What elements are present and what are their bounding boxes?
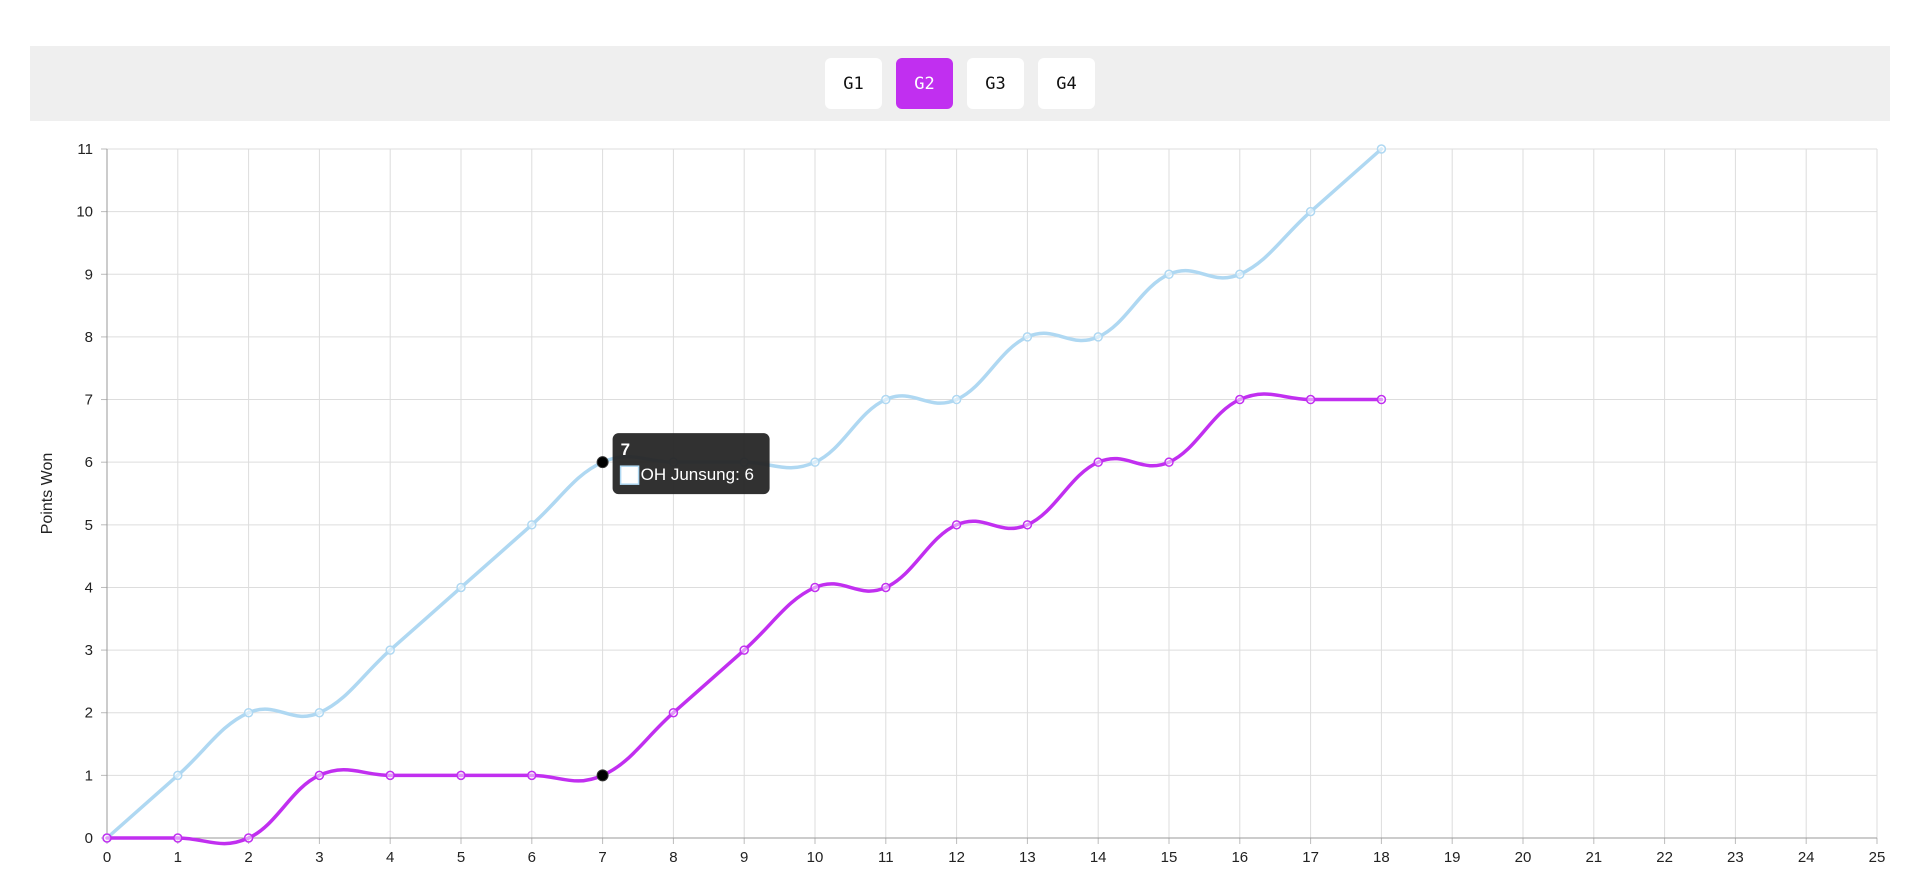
- y-tick-label: 2: [85, 705, 93, 722]
- data-point: [739, 645, 749, 655]
- x-tick-label: 8: [669, 849, 677, 866]
- data-point: [527, 770, 537, 781]
- data-point: [243, 707, 254, 718]
- x-tick-label: 13: [1019, 849, 1036, 866]
- y-tick-label: 3: [85, 642, 93, 659]
- x-tick-label: 20: [1515, 849, 1532, 866]
- x-tick-label: 0: [103, 849, 111, 866]
- x-tick-label: 3: [315, 849, 323, 866]
- chart-axes: 0 1 2 3 4 5 6 7 8 9 10 11 12 13 14 15 16 17 18 19 20 21 22 23 24…: [76, 141, 1885, 866]
- x-tick-label: 19: [1444, 849, 1461, 866]
- y-tick-label: 1: [85, 767, 93, 784]
- y-tick-label: 6: [85, 454, 93, 471]
- x-tick-label: 6: [528, 849, 536, 866]
- data-point: [881, 394, 891, 405]
- y-tick-label: 9: [85, 266, 93, 283]
- x-tick-label: 10: [807, 849, 824, 866]
- data-point: [668, 707, 679, 718]
- x-tick-label: 1: [174, 849, 182, 866]
- tab-g2[interactable]: G2: [896, 58, 953, 109]
- data-point: [1235, 394, 1245, 405]
- chart-grid: [106, 148, 1878, 839]
- game-tabs: G1 G2 G3 G4: [30, 58, 1890, 109]
- data-point: [173, 833, 183, 843]
- y-tick-label: 7: [85, 392, 93, 409]
- data-point: [173, 770, 183, 781]
- data-point: [810, 457, 820, 467]
- data-point: [385, 645, 395, 655]
- data-point: [314, 707, 325, 718]
- x-tick-label: 7: [598, 849, 606, 866]
- data-point: [1376, 394, 1387, 405]
- data-point: [1235, 269, 1245, 280]
- data-point: [951, 394, 962, 405]
- data-point: [102, 833, 112, 843]
- data-point: [1305, 206, 1316, 217]
- data-point: [456, 582, 466, 593]
- y-tick-label: 8: [85, 329, 93, 346]
- game-tab-bar: G1 G2 G3 G4: [30, 46, 1890, 121]
- y-tick-label: 10: [76, 204, 93, 221]
- x-tick-label: 4: [386, 849, 394, 866]
- data-point: [1376, 144, 1387, 154]
- data-point: [1164, 269, 1174, 280]
- x-tick-label: 5: [457, 849, 465, 866]
- data-point: [810, 582, 820, 593]
- data-point: [1093, 332, 1103, 342]
- data-point: [881, 582, 891, 593]
- chart-tooltip: 7 OH Junsung: 6: [612, 433, 770, 495]
- tooltip-box: [612, 433, 770, 495]
- x-tick-label: 25: [1869, 849, 1886, 866]
- data-point: [527, 520, 537, 530]
- tab-g4[interactable]: G4: [1038, 58, 1095, 109]
- y-axis-title: Points Won: [39, 453, 56, 535]
- x-tick-label: 22: [1656, 849, 1673, 866]
- series-2: [102, 392, 1387, 846]
- tab-g1[interactable]: G1: [825, 58, 882, 109]
- tooltip-swatch: [619, 465, 640, 485]
- data-point: [456, 770, 466, 781]
- x-tick-label: 14: [1090, 849, 1107, 866]
- data-point: [243, 833, 254, 843]
- x-tick-label: 11: [878, 849, 894, 866]
- x-tick-label: 18: [1373, 849, 1390, 866]
- x-tick-label: 16: [1231, 849, 1248, 866]
- y-tick-label: 11: [77, 141, 93, 158]
- x-tick-label: 23: [1727, 849, 1744, 866]
- tooltip-title: 7: [621, 440, 630, 459]
- y-tick-label: 5: [85, 517, 93, 534]
- tab-g3[interactable]: G3: [967, 58, 1024, 109]
- data-point: [1164, 457, 1174, 467]
- x-tick-label: 21: [1585, 849, 1602, 866]
- x-tick-label: 12: [948, 849, 965, 866]
- y-tick-label: 0: [85, 830, 93, 847]
- x-tick-label: 9: [740, 849, 748, 866]
- data-point: [951, 520, 962, 530]
- data-point: [1093, 457, 1103, 467]
- tooltip-label: OH Junsung: 6: [641, 465, 754, 484]
- x-tick-label: 24: [1798, 849, 1815, 866]
- y-tick-label: 4: [85, 579, 93, 596]
- data-point: [1022, 520, 1033, 530]
- x-tick-label: 17: [1302, 849, 1319, 866]
- data-point: [385, 770, 395, 781]
- x-tick-label: 15: [1161, 849, 1178, 866]
- x-tick-label: 2: [244, 849, 252, 866]
- hovered-point: [596, 456, 609, 469]
- data-point: [1305, 394, 1316, 405]
- data-point: [314, 770, 325, 781]
- hovered-point: [596, 769, 609, 782]
- data-point: [1022, 332, 1033, 342]
